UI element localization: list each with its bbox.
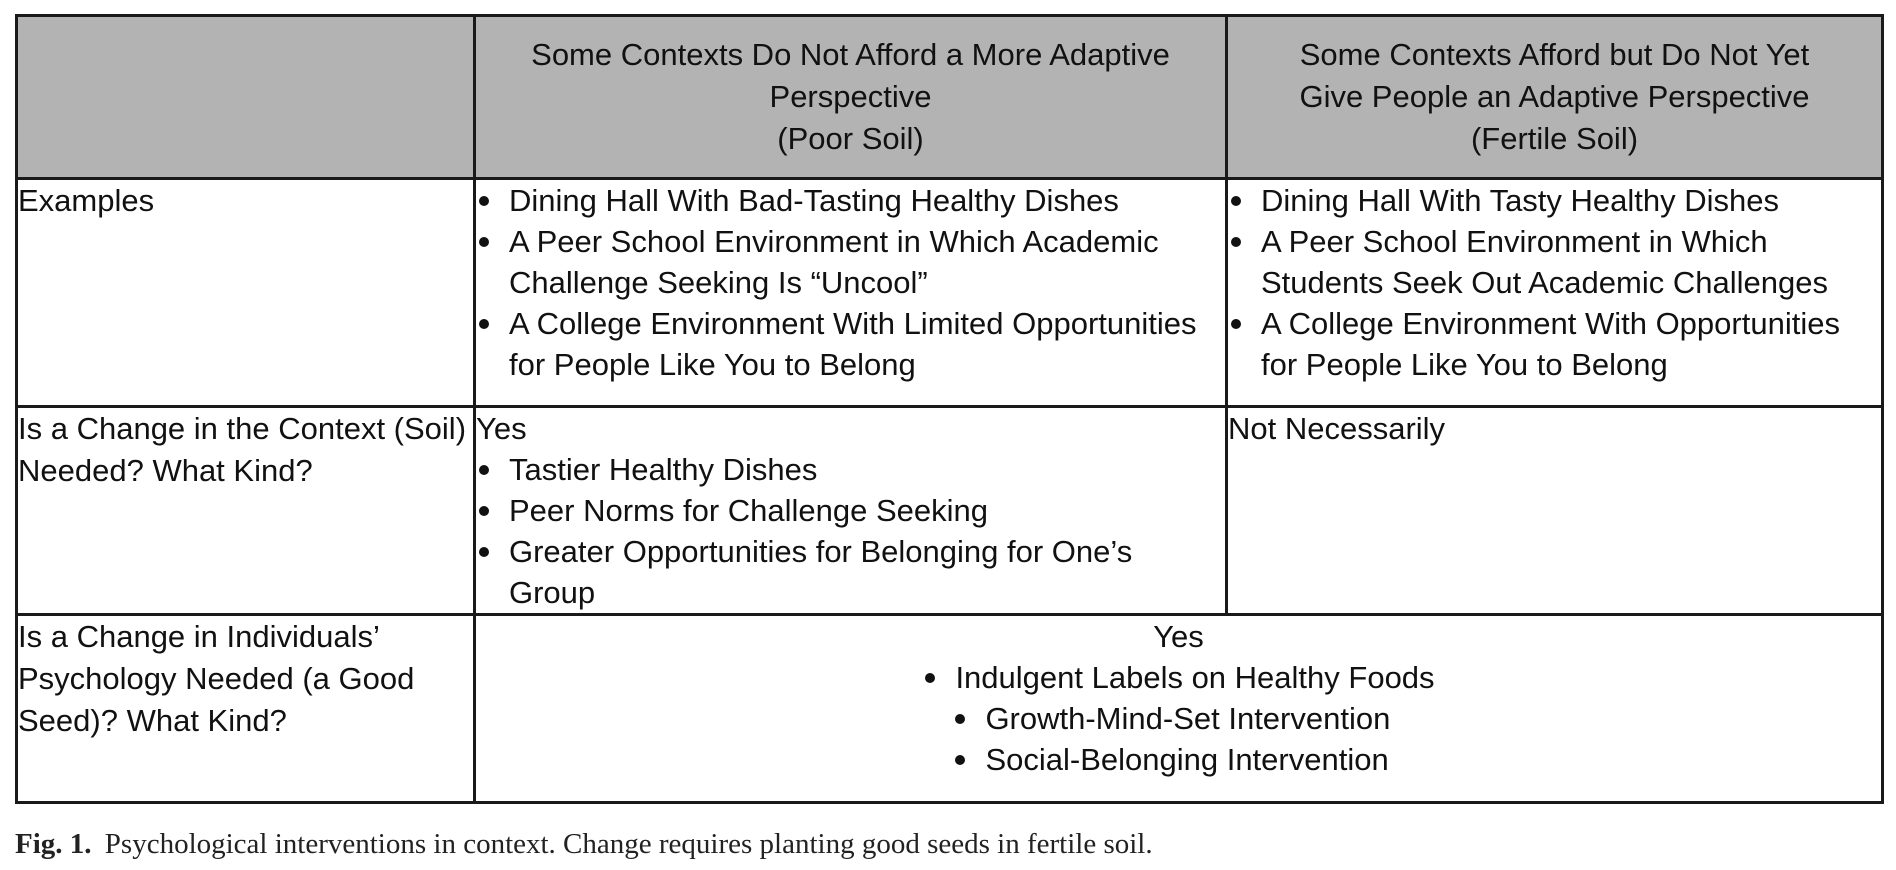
- header-poor-line: Perspective: [769, 79, 932, 114]
- list-item: A Peer School Environment in Which Stude…: [1228, 221, 1881, 303]
- row-label: Is a Change in Individuals’ Psychology N…: [15, 613, 476, 804]
- list-item: Dining Hall With Tasty Healthy Dishes: [1228, 180, 1881, 221]
- cell-fertile-context-change: Not Necessarily: [1225, 405, 1884, 616]
- header-poor-line: Some Contexts Do Not Afford a More Adapt…: [531, 37, 1170, 72]
- intervention-table: Some Contexts Do Not Afford a More Adapt…: [15, 14, 1884, 804]
- list-item: A College Environment With Opportunities…: [1228, 303, 1881, 385]
- figure-caption: Fig. 1. Psychological interventions in c…: [15, 828, 1881, 861]
- row-psychology-change: Is a Change in Individuals’ Psychology N…: [15, 613, 1884, 804]
- list-item: Peer Norms for Challenge Seeking: [476, 490, 1225, 531]
- header-row: Some Contexts Do Not Afford a More Adapt…: [15, 14, 1884, 180]
- cell-intro: Yes: [1153, 619, 1204, 654]
- list-item: Growth-Mind-Set Intervention: [952, 698, 1434, 739]
- cell-intro: Not Necessarily: [1228, 411, 1446, 446]
- cell-intro: Yes: [476, 411, 527, 446]
- list-item: A Peer School Environment in Which Acade…: [476, 221, 1225, 303]
- header-fertile-line: Give People an Adaptive Perspective: [1299, 79, 1810, 114]
- caption-text: Psychological interventions in context. …: [104, 828, 1153, 860]
- row-examples: Examples Dining Hall With Bad-Tasting He…: [15, 177, 1884, 408]
- figure: Some Contexts Do Not Afford a More Adapt…: [15, 14, 1884, 861]
- header-fertile-line: (Fertile Soil): [1470, 121, 1639, 156]
- header-poor-line: (Poor Soil): [777, 121, 924, 156]
- row-label: Is a Change in the Context (Soil) Needed…: [15, 405, 476, 616]
- row-label: Examples: [15, 177, 476, 408]
- cell-merged-psychology-change: Yes Indulgent Labels on Healthy Foods Gr…: [473, 613, 1884, 804]
- header-empty-cell: [15, 14, 476, 180]
- header-poor-soil: Some Contexts Do Not Afford a More Adapt…: [473, 14, 1228, 180]
- caption-label: Fig. 1.: [15, 828, 92, 860]
- list-item: Indulgent Labels on Healthy Foods: [922, 657, 1435, 698]
- cell-poor-context-change: Yes Tastier Healthy Dishes Peer Norms fo…: [473, 405, 1228, 616]
- list-item: Dining Hall With Bad-Tasting Healthy Dis…: [476, 180, 1225, 221]
- list-item: Greater Opportunities for Belonging for …: [476, 531, 1225, 613]
- cell-poor-examples: Dining Hall With Bad-Tasting Healthy Dis…: [473, 177, 1228, 408]
- list-item: A College Environment With Limited Oppor…: [476, 303, 1225, 385]
- header-fertile-soil: Some Contexts Afford but Do Not Yet Give…: [1225, 14, 1884, 180]
- header-fertile-line: Some Contexts Afford but Do Not Yet: [1299, 37, 1810, 72]
- row-context-change: Is a Change in the Context (Soil) Needed…: [15, 405, 1884, 616]
- list-item: Social-Belonging Intervention: [952, 739, 1434, 780]
- cell-fertile-examples: Dining Hall With Tasty Healthy Dishes A …: [1225, 177, 1884, 408]
- list-item: Tastier Healthy Dishes: [476, 449, 1225, 490]
